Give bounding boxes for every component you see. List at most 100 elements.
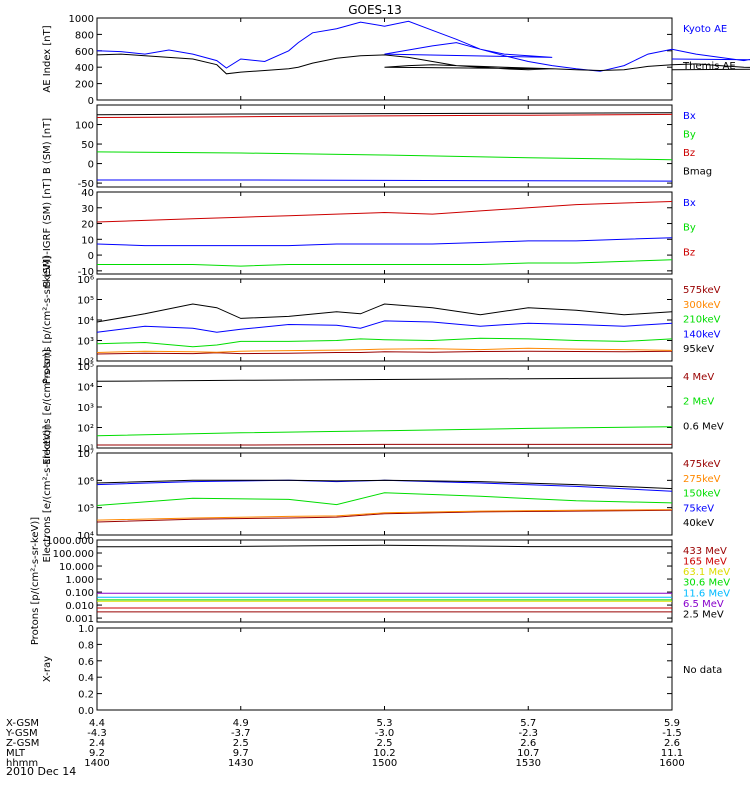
y-tick-label: 10⁶	[77, 275, 94, 286]
legend-entry: 2.5 MeV	[683, 609, 724, 620]
y-tick-label: 0.001	[65, 614, 94, 625]
y-tick-label: 10³	[77, 403, 94, 414]
series-line-2.5-MeV	[96, 544, 673, 548]
orbit-row-value: 10.2	[373, 748, 395, 759]
y-tick-label: 800	[75, 30, 94, 41]
panel-xray: 0.0 0.2 0.4 0.6 0.8 1.0 X-ray No data	[42, 624, 722, 717]
legend-entry: Bz	[683, 148, 695, 159]
orbit-row-value: 1430	[228, 758, 253, 769]
orbit-row-value: 9.7	[233, 748, 249, 759]
series-line-Bmag	[96, 112, 673, 116]
panel-protons_mev: 0.001 0.010 0.100 1.000 10.000 100.000 1000.00…	[30, 517, 730, 645]
panel-electrons_mev: 10¹ 10² 10³ 10⁴ 10⁵ Electrons [e/(cm²-s-sr)] 4…	[42, 349, 724, 465]
legend-entry: Bz	[683, 247, 695, 258]
series-line-140keV	[96, 320, 673, 333]
legend-entry: 40keV	[683, 518, 714, 529]
orbit-row-label: X-GSM	[6, 718, 39, 729]
legend-entry: Themis AE	[682, 61, 736, 72]
legend-entry: 275keV	[683, 474, 721, 485]
legend-entry: 63.1 MeV	[683, 567, 730, 578]
series-line-150keV	[96, 492, 673, 506]
series-line-0.6-MeV	[96, 377, 673, 382]
y-tick-label: 10⁴	[77, 316, 94, 327]
y-tick-label: 10.000	[59, 562, 94, 573]
y-tick-label: 10⁶	[77, 476, 94, 487]
legend-entry: 95keV	[683, 344, 714, 355]
orbit-row-label: Y-GSM	[5, 728, 38, 739]
y-tick-label: 600	[75, 47, 94, 58]
legend-entry: 150keV	[683, 489, 721, 500]
y-tick-label: 10⁴	[77, 531, 94, 542]
figure-title: GOES-13	[348, 3, 402, 17]
legend-entry: 210keV	[683, 315, 721, 326]
orbit-row-label: Z-GSM	[6, 738, 39, 749]
y-tick-label: 400	[75, 63, 94, 74]
legend-entry: 165 MeV	[683, 557, 727, 568]
legend-entry: By	[683, 130, 696, 141]
orbit-row-label: MLT	[6, 748, 26, 759]
legend-entry: Kyoto AE	[683, 24, 727, 35]
series-line-Bx	[96, 237, 673, 247]
y-axis-label: AE Index [nT]	[42, 25, 53, 92]
y-tick-label: 10¹	[77, 444, 94, 455]
orbit-row-value: 1500	[372, 758, 397, 769]
panel-bsm: -50 0 50 100 B (SM) [nT] Bx By Bz Bmag	[42, 104, 712, 190]
y-tick-label: 0.010	[65, 601, 94, 612]
y-axis-label: B (SM)-IGRF (SM) [nT]	[42, 178, 53, 287]
series-line-300keV	[96, 347, 673, 353]
y-tick-label: 0.2	[78, 690, 94, 701]
orbit-row-value: 11.1	[661, 748, 683, 759]
y-tick-label: 20	[81, 220, 94, 231]
orbit-row-value: 4.9	[233, 718, 249, 729]
y-tick-label: 10⁵	[77, 504, 94, 515]
legend-entry: 4 MeV	[683, 372, 714, 383]
series-line-By	[97, 259, 673, 267]
legend-entry: 11.6 MeV	[683, 588, 730, 599]
y-tick-label: 0	[88, 251, 94, 262]
orbit-row-value: 5.3	[377, 718, 393, 729]
legend-entry: 433 MeV	[683, 546, 727, 557]
panel-frame	[96, 627, 673, 711]
y-tick-label: 0.6	[78, 657, 94, 668]
y-tick-label: 10	[81, 235, 94, 246]
series-line-By	[96, 151, 673, 161]
legend-entry: 300keV	[683, 300, 721, 311]
y-tick-label: 10²	[77, 424, 94, 435]
orbit-row-value: 2.5	[377, 738, 393, 749]
series-line-75keV	[96, 479, 673, 492]
legend-entry: Bmag	[683, 167, 712, 178]
y-tick-label: 40	[81, 188, 94, 199]
legend-entry: By	[683, 223, 696, 234]
panel-bigrf: -10 0 10 20 30 40 B (SM)-IGRF (SM) [nT] Bx By Bz	[42, 178, 696, 287]
series-line-40keV	[96, 479, 673, 490]
y-tick-label: 0.0	[78, 706, 94, 717]
y-tick-label: 0	[88, 160, 94, 171]
legend-entry: Bx	[683, 198, 696, 209]
y-axis-label: B (SM) [nT]	[42, 118, 53, 174]
y-tick-label: 10³	[77, 337, 94, 348]
orbit-row-value: 1600	[659, 758, 684, 769]
series-line-475keV	[96, 509, 673, 523]
y-axis-label: Electrons [e/(cm²-s-sr-keV)]	[42, 425, 53, 562]
series-line-Bz	[96, 201, 673, 223]
y-tick-label: 1.000	[65, 575, 94, 586]
legend-entry: Bx	[683, 111, 696, 122]
panel-frame	[96, 539, 673, 623]
series-line-95keV	[96, 303, 673, 323]
y-tick-label: -10	[78, 267, 94, 278]
series-line-210keV	[96, 337, 673, 348]
y-tick-label: 30	[81, 204, 94, 215]
y-tick-label: 200	[75, 80, 94, 91]
y-tick-label: 50	[81, 140, 94, 151]
panel-electrons_kev: 10⁴ 10⁵ 10⁶ 10⁷ Electrons [e/(cm²-s-sr-keV)]…	[42, 425, 721, 562]
orbit-row-value: -3.7	[231, 728, 251, 739]
series-line-275keV	[96, 509, 673, 521]
legend-entry: 575keV	[683, 285, 721, 296]
y-axis-label: X-ray	[42, 656, 53, 682]
legend-entry: 30.6 MeV	[683, 578, 730, 589]
legend-entry: 2 MeV	[683, 397, 714, 408]
orbit-row-label: hhmm	[6, 758, 38, 769]
orbit-row-value: 2.5	[233, 738, 249, 749]
y-tick-label: 10⁵	[77, 362, 94, 373]
y-tick-label: 1000	[69, 14, 94, 25]
